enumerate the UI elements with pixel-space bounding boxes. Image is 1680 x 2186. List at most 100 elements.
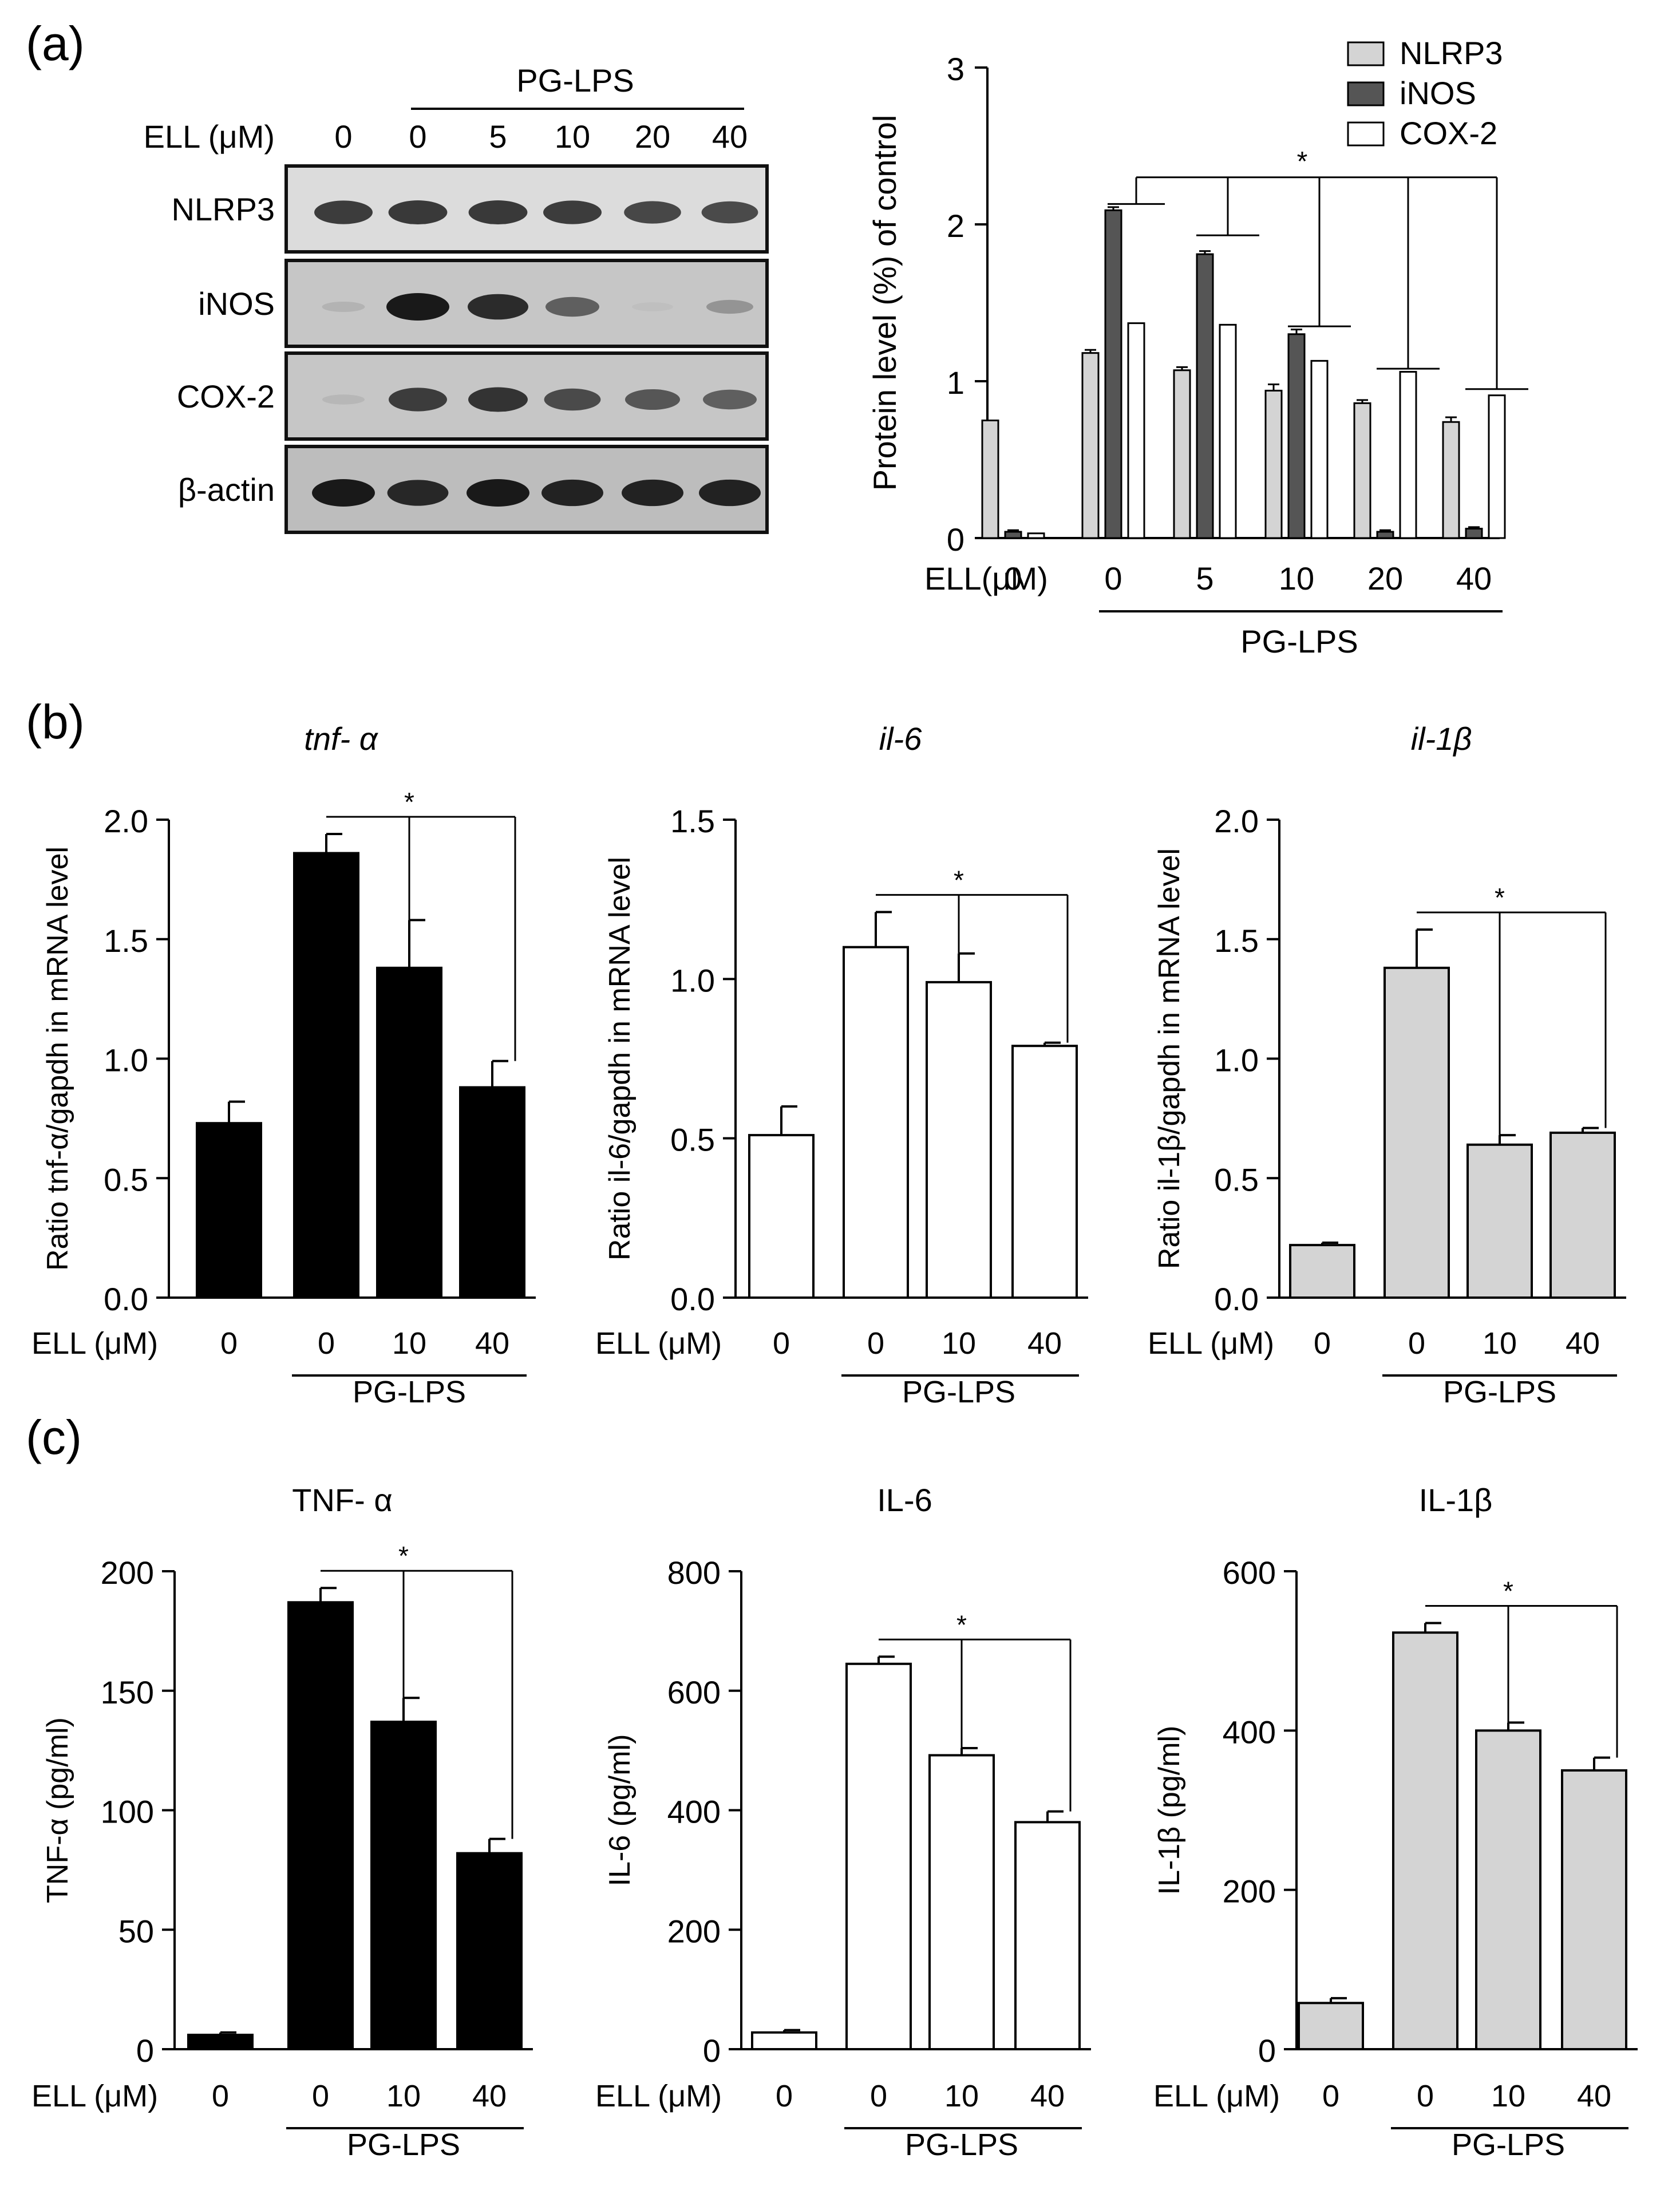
x-tick-label: 40 — [475, 1326, 509, 1361]
x-tick-label: 0 — [773, 1326, 790, 1361]
blot-band — [389, 388, 447, 412]
western-blot: ELL (μM) 0 0 5 10 20 40 PG-LPS NLRP3 iNOS COX-2 β-a… — [144, 62, 769, 534]
blot-band — [541, 479, 603, 507]
legend-swatch-cox-2 — [1347, 121, 1385, 147]
y-tick-label: 0 — [136, 2033, 154, 2069]
bar — [1561, 1769, 1627, 2051]
bar — [293, 852, 359, 1299]
blot-group-label: PG-LPS — [516, 62, 634, 98]
bar-inos — [1104, 209, 1122, 539]
group-label: PG-LPS — [1240, 623, 1358, 659]
x-tick-label: 10 — [944, 2079, 979, 2113]
blot-band — [322, 301, 365, 313]
x-tick-label: 10 — [1483, 1326, 1517, 1361]
group-label: PG-LPS — [905, 2128, 1018, 2162]
blot-treatment-label: ELL (μM) — [144, 118, 275, 155]
x-tick-label: 10 — [1491, 2079, 1525, 2113]
x-tick-label: 0 — [312, 2079, 329, 2113]
bar — [456, 1852, 523, 2050]
significance-star: * — [398, 1541, 409, 1571]
y-tick-label: 400 — [1223, 1714, 1276, 1750]
chart-title: il-6 — [879, 721, 923, 757]
bar-nlrp3 — [1264, 389, 1283, 539]
blot-row-label: iNOS — [198, 286, 275, 322]
blot-lane-label: 0 — [409, 118, 426, 155]
blot-row-label: NLRP3 — [171, 191, 275, 227]
bar — [1392, 1631, 1458, 2051]
bar-cox-2 — [1488, 394, 1506, 539]
y-axis-label: Ratio il-6/gapdh in mRNA level — [603, 857, 637, 1260]
significance-star: * — [956, 1610, 967, 1639]
blot-band — [322, 394, 365, 405]
y-tick-label: 200 — [667, 1913, 721, 1949]
blot-lane-label: 10 — [555, 118, 590, 155]
blot-band — [703, 389, 757, 410]
x-tick-label: 40 — [1456, 560, 1492, 596]
legend-swatch-nlrp3 — [1347, 41, 1385, 66]
treatment-label: ELL (μM) — [31, 1326, 158, 1361]
bar-nlrp3 — [1173, 369, 1191, 539]
panel-label-b: (b) — [26, 695, 85, 749]
x-tick-label: 0 — [220, 1326, 238, 1361]
x-tick-label: 10 — [942, 1326, 976, 1361]
x-tick-label: 0 — [1104, 560, 1122, 596]
blot-band — [544, 388, 601, 411]
x-tick-label: 40 — [1566, 1326, 1600, 1361]
bar-inos — [1196, 253, 1214, 539]
x-tick-label: 10 — [1279, 560, 1314, 596]
chart-title: il-1β — [1411, 721, 1472, 757]
significance-star: * — [1503, 1576, 1513, 1606]
panel-label-a: (a) — [26, 17, 85, 70]
group-label: PG-LPS — [1452, 2128, 1565, 2162]
y-tick-label: 200 — [1223, 1873, 1276, 1910]
bar-cox-2 — [1027, 532, 1045, 539]
significance-star: * — [1495, 883, 1505, 912]
y-axis-label: Protein level (%) of control — [867, 115, 903, 491]
x-tick-label: 5 — [1196, 560, 1213, 596]
blot-row-label: COX-2 — [177, 378, 275, 414]
significance-star: * — [404, 787, 414, 817]
x-tick-label: 0 — [870, 2079, 887, 2113]
bar — [1466, 1143, 1533, 1299]
blot-lane-label: 40 — [712, 118, 748, 155]
chart-title: TNF- α — [292, 1482, 392, 1518]
bar-cox-2 — [1127, 322, 1145, 539]
bar — [928, 1754, 995, 2051]
x-tick-label: 0 — [1417, 2079, 1434, 2113]
x-tick-label: 0 — [867, 1326, 884, 1361]
blot-band — [625, 389, 680, 410]
x-tick-label: 40 — [1577, 2079, 1611, 2113]
y-tick-label: 0.0 — [1214, 1281, 1259, 1317]
y-tick-label: 1.5 — [670, 803, 715, 839]
bar-inos — [1376, 531, 1394, 539]
y-tick-label: 50 — [118, 1913, 154, 1949]
bar — [376, 966, 442, 1299]
group-label: PG-LPS — [1443, 1375, 1556, 1409]
blot-band — [387, 480, 449, 506]
bar — [196, 1122, 262, 1299]
treatment-label: ELL (μM) — [595, 2079, 722, 2113]
bar — [1475, 1729, 1541, 2050]
blot-band — [624, 201, 681, 224]
y-tick-label: 0.0 — [104, 1281, 148, 1317]
bar — [751, 2031, 817, 2050]
y-tick-label: 400 — [667, 1794, 721, 1830]
blot-band — [706, 299, 753, 314]
treatment-label: ELL (μM) — [31, 2079, 158, 2113]
blot-band — [312, 479, 375, 507]
group-label: PG-LPS — [353, 1375, 466, 1409]
bar-nlrp3 — [1353, 402, 1371, 539]
bar — [370, 1721, 437, 2050]
treatment-label: ELL (μM) — [1153, 2079, 1280, 2113]
treatment-label: ELL (μM) — [1148, 1326, 1274, 1361]
significance-star: * — [954, 865, 964, 895]
bar-inos — [1004, 531, 1022, 539]
x-tick-label: 0 — [1322, 2079, 1339, 2113]
blot-lane-label: 20 — [635, 118, 670, 155]
blot-row-frame — [284, 164, 769, 254]
y-tick-label: 2 — [947, 208, 964, 244]
blot-lane-label: 5 — [489, 118, 507, 155]
y-axis-label: TNF-α (pg/ml) — [41, 1717, 74, 1903]
